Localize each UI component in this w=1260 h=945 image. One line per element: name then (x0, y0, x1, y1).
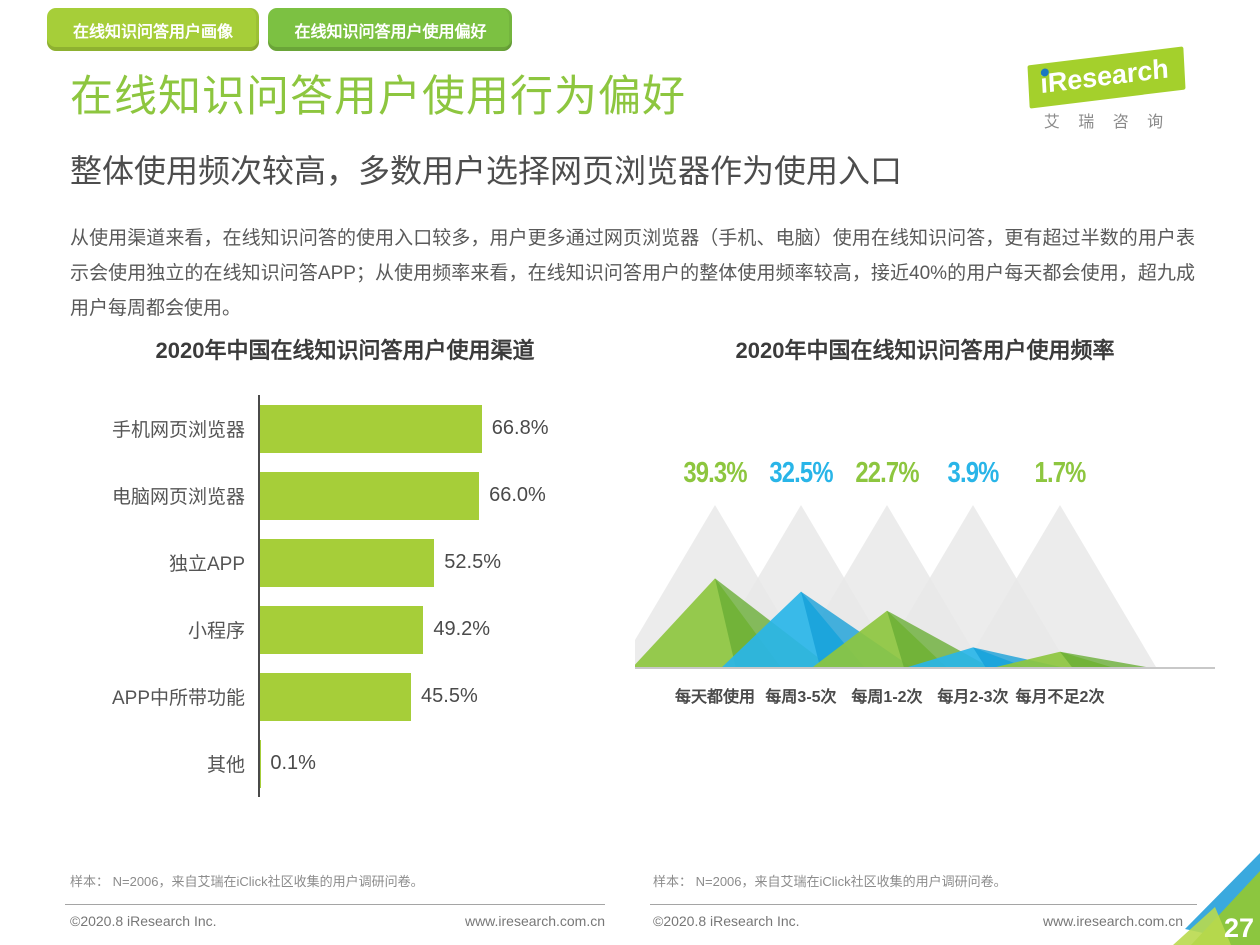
bar-chart-plot: 手机网页浏览器 66.8% 电脑网页浏览器 66.0% 独立APP 52.5% 小程序 49.… (70, 395, 600, 797)
bar-track: 49.2% (258, 596, 600, 663)
peak-value-label: 22.7% (855, 457, 919, 489)
iresearch-logo: iResearch 艾 瑞 咨 询 (1012, 46, 1202, 132)
page-paragraph: 从使用渠道来看，在线知识问答的使用入口较多，用户更多通过网页浏览器（手机、电脑）… (70, 228, 1195, 319)
bar-row: 电脑网页浏览器 66.0% (70, 462, 600, 529)
peak-category-label: 每天都使用 (674, 689, 756, 706)
corner-blue-stripe (1185, 853, 1260, 933)
section-tabs: 在线知识问答用户画像 在线知识问答用户使用偏好 (47, 8, 513, 51)
value-label: 66.0% (489, 484, 546, 506)
bar-row: 小程序 49.2% (70, 596, 600, 663)
background-peak-shape (964, 505, 1156, 667)
peak-value-label: 1.7% (1034, 457, 1087, 489)
peak-value-label: 32.5% (769, 457, 833, 489)
peak-value-label: 3.9% (947, 457, 1000, 489)
value-label: 52.5% (444, 551, 502, 573)
corner-decoration: 27 (1173, 853, 1260, 945)
category-label: 电脑网页浏览器 (111, 487, 245, 508)
bar-row: 其他 0.1% (70, 730, 600, 797)
tab-usage-preference[interactable]: 在线知识问答用户使用偏好 (268, 8, 513, 51)
peak-category-label: 每周3-5次 (765, 689, 837, 706)
website-text: www.iresearch.com.cn (1042, 913, 1183, 929)
tab-user-profile[interactable]: 在线知识问答用户画像 (47, 8, 260, 51)
value-label: 0.1% (270, 752, 316, 774)
iresearch-logo-flag: iResearch (1027, 46, 1187, 109)
value-label: 45.5% (421, 685, 478, 707)
frequency-peak-chart: 2020年中国在线知识问答用户使用频率 39.3% 32.5% 22.7% 3.9% 1… (635, 333, 1215, 797)
charts-row: 2020年中国在线知识问答用户使用渠道 手机网页浏览器 66.8% 电脑网页浏览器 6… (70, 333, 1220, 797)
category-label: 独立APP (168, 554, 245, 575)
peak-category-label: 每月2-3次 (937, 689, 1009, 706)
value-label: 49.2% (433, 618, 491, 640)
category-label: 小程序 (187, 621, 245, 642)
bar-row: 独立APP 52.5% (70, 529, 600, 596)
sample-note-right: 样本： N=2006，来自艾瑞在iClick社区收集的用户调研问卷。 (653, 874, 1007, 889)
category-label: 手机网页浏览器 (111, 420, 245, 441)
channel-bar-chart: 2020年中国在线知识问答用户使用渠道 手机网页浏览器 66.8% 电脑网页浏览器 6… (70, 333, 600, 797)
footer-right: ©2020.8 iResearch Inc. www.iresearch.com… (653, 913, 1183, 929)
peak-chart-plot: 39.3% 32.5% 22.7% 3.9% 1.7% 每天都使用 每周3-5次 每周1-2次… (635, 395, 1215, 725)
copyright-text: ©2020.8 iResearch Inc. (70, 913, 217, 929)
peak-chart-canvas (635, 505, 1215, 669)
bar-track: 0.1% (258, 730, 600, 797)
bar-track: 66.8% (258, 395, 600, 462)
bar-row: APP中所带功能 45.5% (70, 663, 600, 730)
category-label: 其他 (206, 755, 245, 776)
page-number: 27 (1224, 913, 1254, 943)
iresearch-logo-chinese: 艾 瑞 咨 询 (1043, 114, 1171, 131)
bar (260, 672, 412, 721)
iresearch-logo-brand: iResearch (1040, 53, 1170, 100)
bar (260, 538, 435, 587)
footer-left: ©2020.8 iResearch Inc. www.iresearch.com… (70, 913, 605, 929)
bar (260, 471, 480, 520)
category-label: APP中所带功能 (111, 688, 245, 709)
bar-track: 52.5% (258, 529, 600, 596)
copyright-text: ©2020.8 iResearch Inc. (653, 913, 800, 929)
bar-chart-title: 2020年中国在线知识问答用户使用渠道 (155, 338, 535, 363)
peak-category-label: 每月不足2次 (1015, 689, 1105, 706)
website-text: www.iresearch.com.cn (464, 913, 605, 929)
bar-track: 45.5% (258, 663, 600, 730)
bar (260, 605, 424, 654)
peak-value-label: 39.3% (683, 457, 747, 489)
footer-divider-right (650, 904, 1197, 905)
value-label: 66.8% (491, 417, 549, 439)
footer-divider-left (65, 904, 605, 905)
bar-track: 66.0% (258, 462, 600, 529)
bar-row: 手机网页浏览器 66.8% (70, 395, 600, 462)
sample-note-left: 样本： N=2006，来自艾瑞在iClick社区收集的用户调研问卷。 (70, 874, 424, 889)
corner-light-green-triangle (1173, 907, 1231, 945)
peak-chart-title: 2020年中国在线知识问答用户使用频率 (735, 338, 1115, 363)
data-peak-ridge-shape (801, 591, 912, 667)
page-subtitle: 整体使用频次较高，多数用户选择网页浏览器作为使用入口 (70, 153, 903, 189)
page-title: 在线知识问答用户使用行为偏好 (70, 73, 686, 121)
bar (260, 404, 482, 453)
peak-category-label: 每周1-2次 (851, 689, 923, 706)
